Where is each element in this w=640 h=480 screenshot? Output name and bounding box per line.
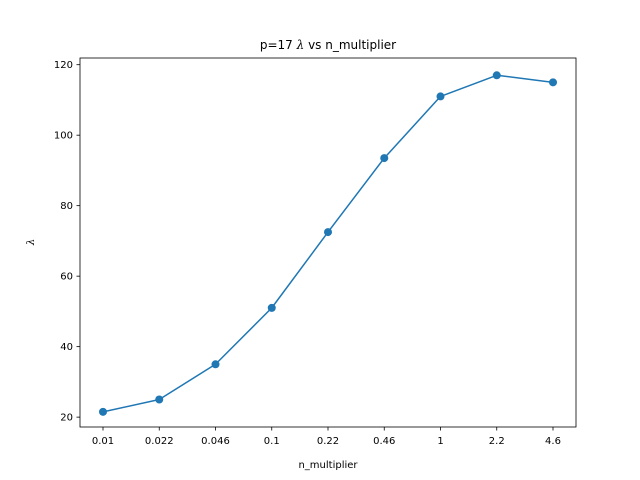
data-point [492, 71, 501, 80]
y-tick-label: 40 [60, 342, 73, 353]
data-point [549, 78, 557, 87]
plot-frame [79, 57, 577, 428]
x-tick-label: 2.2 [489, 436, 505, 447]
data-point [267, 303, 276, 312]
x-axis-label: n_multiplier [298, 460, 358, 471]
y-tick-label: 60 [60, 272, 73, 283]
data-point [155, 395, 164, 404]
y-tick-label: 80 [60, 201, 73, 212]
x-tick-label: 0.01 [92, 436, 114, 447]
x-tick-label: 1 [437, 436, 443, 447]
series-line [102, 74, 554, 413]
data-point [211, 360, 220, 369]
y-tick-label: 120 [54, 60, 73, 71]
y-tick-label: 20 [60, 413, 73, 424]
y-tick-label: 100 [54, 131, 73, 142]
data-point [436, 92, 445, 101]
data-point [99, 407, 107, 416]
series-layer [99, 71, 557, 416]
data-point [380, 154, 389, 163]
data-point [324, 228, 332, 237]
y-axis-label: λ [26, 239, 37, 246]
x-tick-label: 4.6 [545, 436, 561, 447]
x-tick-label: 0.22 [317, 436, 339, 447]
x-tick-label: 0.46 [373, 436, 395, 447]
x-tick-label: 0.1 [264, 436, 280, 447]
y-axis-ticks: 20 40 60 80 100 120 [54, 60, 80, 424]
x-axis-ticks: 0.01 0.022 0.046 0.1 0.22 0.46 1 2.2 4.6 [92, 427, 561, 447]
chart-title: p=17 λ vs n_multiplier [260, 38, 396, 52]
x-tick-label: 0.046 [201, 436, 230, 447]
x-tick-label: 0.022 [145, 436, 174, 447]
